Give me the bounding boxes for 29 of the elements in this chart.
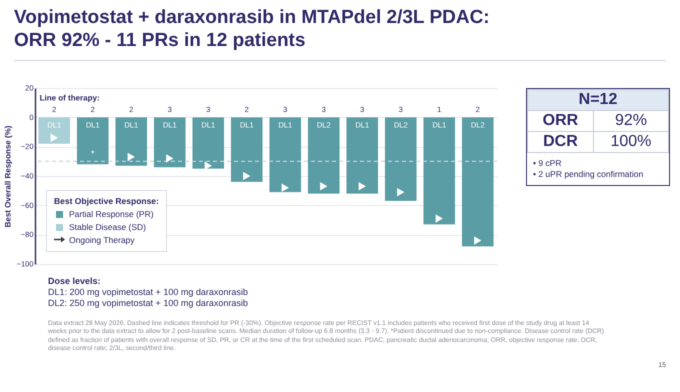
text: ORR [528,110,594,132]
point [50,134,58,142]
point [166,154,174,163]
text: DL2: 250 mg vopimetostat + 100 mg daraxonrasib [48,298,248,309]
chart-title: Vopimetostat + daraxonrasib in MTAPdel 2/3L PDAC: ORR 92% - 11 PRs in 12 patients [14,6,490,52]
text: 100% [593,132,668,152]
point [282,184,289,192]
legend-label: Stable Disease (SD) [68,221,148,234]
text: DL1: 200 mg vopimetostat + 100 mg daraxonrasib [48,287,248,298]
annotation: Ongoing Therapy [68,234,136,247]
annotation: Line of therapy: [40,93,100,102]
point [128,152,135,162]
point [320,182,328,190]
text: DCR [528,132,594,152]
point [436,214,443,223]
legend-label: Partial Response (PR) [68,208,155,221]
text: 92% [593,110,668,132]
point [204,162,212,170]
text: • 2 uPR pending confirmation [532,169,644,180]
text: • 9 cPR [532,158,562,169]
text: Dose levels: [48,276,102,287]
point [474,236,482,245]
legend-title: Best Objective Response: [54,195,159,208]
point [358,182,366,190]
point [243,172,250,180]
text: N=12 [528,90,668,110]
point [397,188,404,196]
data-label: * [90,148,95,158]
y-axis-title: Best Overall Response (%) [4,125,13,228]
